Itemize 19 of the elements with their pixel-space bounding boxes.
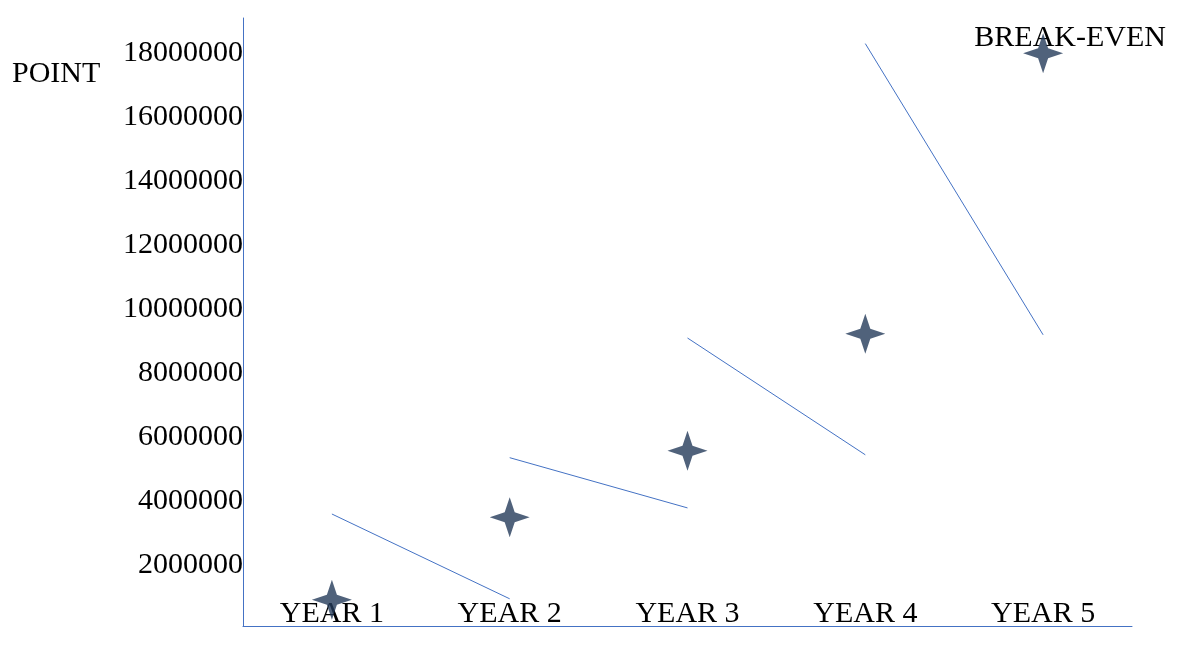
x-tick-label: YEAR 1 bbox=[279, 594, 384, 628]
y-tick-label: 14000000 bbox=[123, 161, 243, 195]
y-tick-label: 2000000 bbox=[138, 545, 243, 579]
x-tick-label: YEAR 2 bbox=[457, 594, 562, 628]
text: POINT bbox=[12, 54, 101, 88]
x-tick-label: YEAR 3 bbox=[635, 594, 740, 628]
y-tick-label: 4000000 bbox=[138, 481, 243, 515]
y-tick-label: 16000000 bbox=[123, 97, 243, 131]
y-tick-label: 6000000 bbox=[138, 417, 243, 451]
point bbox=[845, 313, 886, 354]
y-tick-label: 8000000 bbox=[138, 353, 243, 387]
annotation: BREAK-EVEN bbox=[974, 18, 1167, 52]
point bbox=[667, 430, 708, 471]
point bbox=[489, 497, 530, 538]
x-tick-label: YEAR 5 bbox=[991, 594, 1096, 628]
y-tick-label: 12000000 bbox=[123, 225, 243, 259]
y-tick-label: 10000000 bbox=[123, 289, 243, 323]
x-tick-label: YEAR 4 bbox=[813, 594, 918, 628]
y-tick-label: 18000000 bbox=[123, 33, 243, 67]
